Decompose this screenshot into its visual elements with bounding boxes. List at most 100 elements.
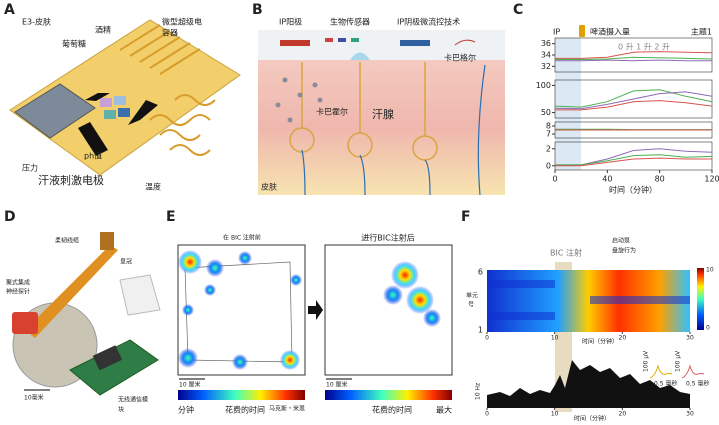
label: 100 μV [675,350,682,372]
x-tick-label: 120 [704,175,719,184]
legend: 0 升 1 升 2 升 [618,43,670,52]
label: 在 BIC 注射前 [223,234,261,242]
x-axis-label: 时间（分钟） [609,185,657,195]
anode [280,40,310,46]
label: 酒精 [95,25,111,35]
shape [423,309,441,327]
x-axis-label: 时间（分钟） [574,415,610,423]
serpentines [119,24,216,156]
ip-period [555,38,581,170]
label: 最大 [436,405,452,415]
heat-before [178,250,302,370]
data-line [555,51,713,59]
heat-after [383,261,441,327]
label: 0.5 毫秒 [686,380,709,388]
panel-label: F [461,209,471,225]
flex-cable [25,245,118,338]
y-tick-label: 50 [541,108,551,117]
plot-frame [554,141,713,171]
shape [204,284,216,296]
colorbar [697,268,704,330]
data-line [555,157,712,167]
label: 花费的时间 [372,405,412,415]
label: 马克斯・米恩 [269,405,305,413]
x-tick-label: 20 [619,335,627,342]
panel-a: A E3-皮肤 葡萄糖 酒精 微型超级电 容器 压力 ph值 汗液刺激电极 温度 [4,2,241,192]
label: 10毫米 [24,394,44,402]
particles [275,77,323,123]
label: 主题1 [691,27,712,37]
label: IP阴极微流控技术 [397,17,460,27]
y-tick-label: 36 [541,39,551,48]
electrode [78,122,108,156]
heatmap-rows [487,280,690,320]
plot-frame [554,79,713,119]
shape [280,350,300,370]
cathode [400,40,430,46]
label: 10 厘米 [179,381,201,389]
x-tick-label: 10 [551,411,559,418]
shape [301,64,486,196]
x-tick-label: 0 [552,175,557,184]
y-tick-label: 32 [541,62,551,71]
shape [406,286,434,314]
label: 神经探针 [6,288,30,296]
label: 单元 [466,292,478,300]
shape [206,259,224,277]
pointer [454,39,476,46]
firing-rate [487,360,690,408]
label: IP阳极 [279,17,302,27]
y-tick-label: 0 [546,161,551,170]
panel-d: D 柔韧线缆 皇冠 聚式集成 神经探针 10毫米 无线通信模 块 [4,209,161,414]
label: 花费的时间 [225,405,265,415]
waveform [649,364,673,379]
label: 皇冠 [120,258,132,266]
shape [238,251,252,265]
panel-e: E 在 BIC 注射前 进行BIC注射后 10 厘米 10 厘米 分钟 花费的时… [166,209,453,415]
panel-c: C IP 啤酒摄入量 主题1 0 升 1 升 2 升 时间（分钟） 32 34 36… [513,2,719,195]
sensor-alcohol [114,96,126,105]
label: ph值 [84,151,102,161]
label: E3-皮肤 [22,17,51,27]
label: 0.5 毫秒 [654,380,677,388]
shape [119,24,201,75]
label: 启动泵 [612,237,630,245]
label: 10 厘米 [326,381,348,389]
shape [297,92,303,98]
label: 汗液刺激电极 [38,173,104,187]
label: 葡萄糖 [62,39,86,49]
waveform [681,364,705,379]
label: 号 [468,302,474,309]
label: 皮肤 [261,182,277,192]
label: 6 [478,268,483,277]
shape [232,354,248,370]
label: 块 [118,406,124,414]
chip [92,345,123,371]
crown [119,274,161,316]
colorbar [325,390,452,400]
electrode [128,100,158,125]
probe [12,312,38,334]
data-line [554,89,713,108]
panel-label: C [513,2,523,18]
sensor [338,38,346,42]
x-tick-label: 20 [619,411,627,418]
panel-label: D [4,209,16,225]
panel-label: A [4,2,15,18]
label: 聚式集成 [6,279,30,287]
nerves [301,64,486,196]
x-axis-label: 时间（分钟） [582,338,618,346]
shape [178,348,198,368]
sensor-glucose [100,98,112,107]
panel-label: B [252,2,263,18]
sensor [351,38,359,42]
data-line [555,56,713,60]
x-tick-label: 40 [602,175,612,184]
sweat [350,52,370,60]
x-tick-label: 30 [686,335,694,342]
panel-label: E [166,209,176,225]
beer-icon [579,25,585,37]
pressure-sensor [14,83,96,139]
shape [275,102,281,108]
data-line [555,154,713,166]
